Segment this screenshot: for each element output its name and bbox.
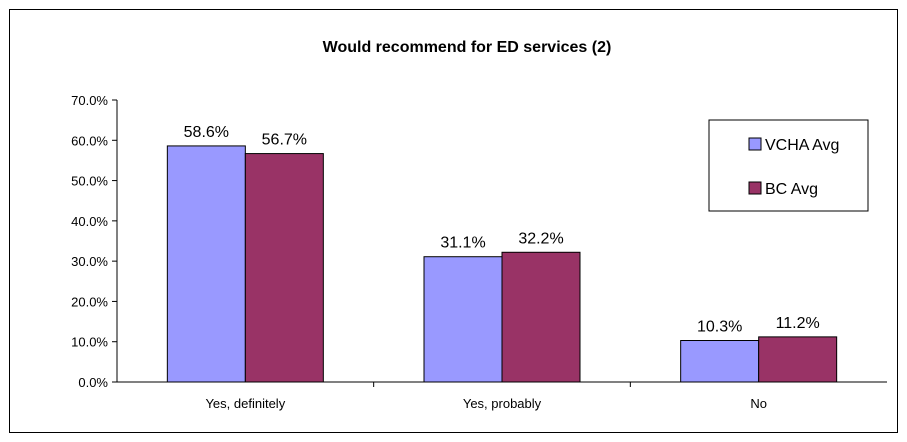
x-tick-label: No (750, 396, 767, 411)
bar-vcha-avg (680, 340, 760, 383)
data-labels: 58.6% 56.7% 31.1% 32.2% 10.3% 11.2% (184, 124, 820, 336)
legend-swatch (748, 137, 762, 151)
data-label: 58.6% (184, 124, 229, 141)
bars (166, 145, 838, 383)
data-label: 32.2% (518, 230, 563, 247)
legend-label: BC Avg (765, 181, 818, 198)
y-tick-label: 10.0% (71, 335, 108, 350)
data-label: 11.2% (776, 315, 820, 332)
y-tick-label: 70.0% (71, 93, 108, 108)
y-tick-label: 20.0% (71, 294, 108, 309)
y-tick-label: 60.0% (71, 133, 108, 148)
bar-vcha-avg (166, 145, 246, 383)
bar-vcha-avg (423, 256, 503, 383)
legend-label: VCHA Avg (765, 137, 839, 154)
legend-box (708, 119, 869, 212)
y-tick-label: 50.0% (71, 174, 108, 189)
chart-title: Would recommend for ED services (2) (323, 39, 612, 56)
data-label: 56.7% (262, 132, 307, 149)
bar-bc-avg (758, 336, 838, 383)
legend: VCHA Avg BC Avg (708, 119, 869, 212)
x-tick-label: Yes, definitely (205, 396, 285, 411)
bar-bc-avg (501, 251, 581, 383)
y-tick-label: 30.0% (71, 254, 108, 269)
legend-swatch (748, 181, 762, 195)
x-tick-label: Yes, probably (463, 396, 542, 411)
bar-bc-avg (244, 153, 324, 383)
data-label: 10.3% (697, 319, 742, 336)
data-label: 31.1% (440, 235, 485, 252)
y-tick-label: 40.0% (71, 214, 108, 229)
y-tick-label: 0.0% (78, 375, 108, 390)
